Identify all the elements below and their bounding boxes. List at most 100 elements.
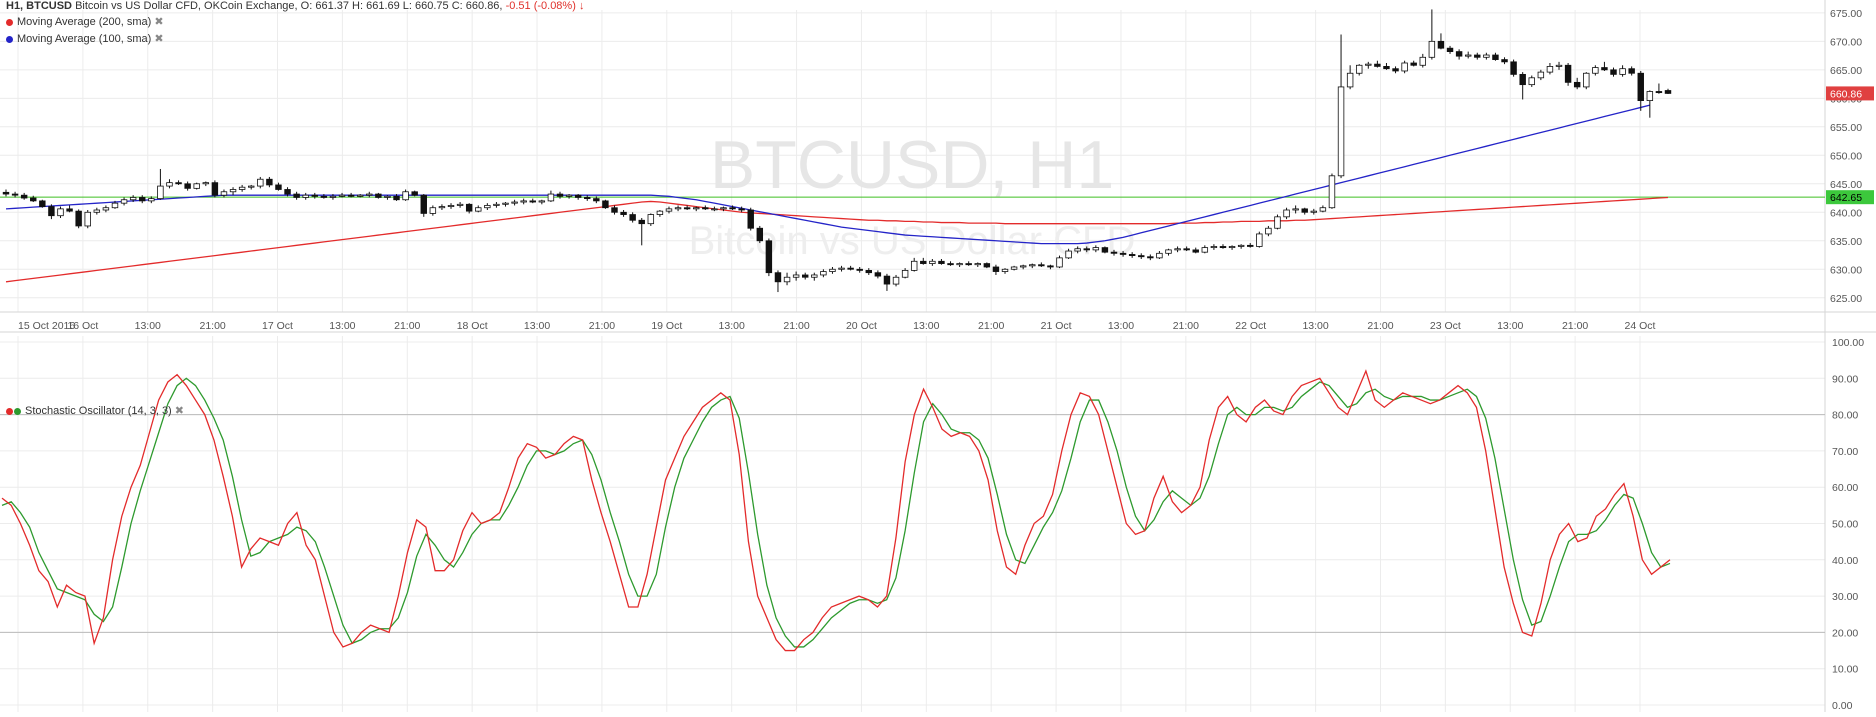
candle-body bbox=[1592, 67, 1599, 74]
candle-body bbox=[511, 201, 518, 204]
legend-stochastic-label: Stochastic Oscillator (14, 3, 3) bbox=[25, 405, 172, 417]
candle-body bbox=[1219, 246, 1227, 249]
candle-body bbox=[393, 195, 400, 201]
candle-body bbox=[620, 211, 627, 215]
candle-body bbox=[1274, 216, 1281, 229]
candle-body bbox=[574, 194, 582, 198]
candle-body bbox=[411, 191, 418, 196]
candle-body bbox=[229, 189, 237, 193]
candle-body bbox=[1501, 59, 1508, 63]
candle-body bbox=[66, 208, 73, 212]
candle-body bbox=[1074, 248, 1081, 252]
stoch-d-line bbox=[1, 377, 1671, 648]
stoch-tick-label: 30.00 bbox=[1832, 591, 1858, 603]
candle-body bbox=[1256, 233, 1263, 247]
candle-body bbox=[674, 207, 682, 210]
candle-body bbox=[847, 267, 854, 270]
candle-body bbox=[1455, 51, 1463, 57]
stoch-tick-label: 100.00 bbox=[1832, 337, 1864, 349]
candle-body bbox=[865, 270, 873, 274]
candle-body bbox=[1564, 64, 1572, 83]
green-dot-icon bbox=[14, 407, 21, 415]
price-tick-label: 655.00 bbox=[1830, 122, 1862, 134]
candle-body bbox=[157, 185, 164, 200]
candle-body bbox=[1619, 68, 1626, 75]
candle-body bbox=[1092, 247, 1100, 251]
candle-body bbox=[538, 200, 546, 203]
candle-body bbox=[820, 271, 827, 276]
price-tick-label: 665.00 bbox=[1830, 65, 1862, 77]
candle-body bbox=[1147, 256, 1154, 259]
candle-body bbox=[1401, 62, 1408, 72]
candle-body bbox=[1192, 249, 1199, 253]
candle-body bbox=[1228, 246, 1236, 249]
candle-body bbox=[938, 260, 945, 264]
candle-body bbox=[1138, 255, 1145, 258]
candle-body bbox=[565, 194, 573, 197]
candle-body bbox=[484, 205, 491, 209]
close-icon[interactable]: ✖ bbox=[154, 16, 164, 28]
candle-body bbox=[593, 198, 600, 202]
time-tick-label: 24 Oct bbox=[1625, 320, 1656, 332]
candle-body bbox=[874, 272, 882, 277]
candle-body bbox=[792, 274, 800, 278]
stoch-tick-label: 90.00 bbox=[1832, 373, 1858, 385]
candle-body bbox=[1201, 247, 1209, 253]
candle-body bbox=[801, 274, 809, 278]
candle-body bbox=[1210, 246, 1218, 249]
candle-body bbox=[1655, 91, 1663, 94]
candle-body bbox=[447, 205, 455, 207]
time-tick-label: 15 Oct 2016 bbox=[18, 320, 75, 332]
candle-body bbox=[302, 194, 309, 198]
candle-body bbox=[956, 263, 963, 266]
time-tick-label: 13:00 bbox=[913, 320, 939, 332]
candle-body bbox=[1519, 73, 1526, 86]
candle-body bbox=[202, 182, 210, 185]
time-tick-label: 21 Oct bbox=[1041, 320, 1072, 332]
candle-body bbox=[438, 206, 446, 209]
candle-body bbox=[57, 208, 64, 217]
candle-body bbox=[220, 191, 228, 196]
candle-body bbox=[910, 260, 918, 271]
price-tick-label: 650.00 bbox=[1830, 150, 1862, 162]
candle-body bbox=[656, 210, 664, 215]
time-tick-label: 13:00 bbox=[719, 320, 745, 332]
candle-body bbox=[93, 209, 101, 213]
candle-body bbox=[811, 274, 818, 278]
ohlc-readout: O: 661.37 H: 661.69 L: 660.75 C: 660.86, bbox=[300, 0, 503, 12]
candle-body bbox=[39, 200, 46, 207]
close-icon[interactable]: ✖ bbox=[154, 33, 164, 45]
legend-ma200[interactable]: Moving Average (200, sma) ✖ bbox=[6, 15, 164, 28]
candle-body bbox=[356, 194, 364, 197]
candle-body bbox=[1374, 63, 1381, 67]
candle-body bbox=[30, 197, 37, 202]
stoch-tick-label: 10.00 bbox=[1832, 664, 1858, 676]
candle-body bbox=[920, 260, 927, 264]
time-tick-label: 22 Oct bbox=[1235, 320, 1266, 332]
candle-body bbox=[1101, 247, 1109, 253]
stoch-tick-label: 0.00 bbox=[1832, 700, 1853, 712]
candle-body bbox=[1546, 66, 1554, 73]
candle-body bbox=[1664, 90, 1672, 94]
candle-body bbox=[1165, 249, 1172, 254]
candle-body bbox=[547, 193, 555, 202]
candle-body bbox=[148, 198, 155, 202]
legend-stochastic[interactable]: Stochastic Oscillator (14, 3, 3) ✖ bbox=[6, 404, 184, 417]
candle-body bbox=[456, 203, 464, 206]
candle-body bbox=[584, 197, 591, 200]
candle-body bbox=[193, 183, 200, 189]
close-icon[interactable]: ✖ bbox=[174, 405, 184, 417]
candle-body bbox=[338, 194, 346, 197]
candle-body bbox=[184, 183, 191, 189]
candle-body bbox=[1283, 209, 1290, 218]
candle-body bbox=[48, 206, 55, 217]
time-tick-label: 21:00 bbox=[394, 320, 420, 332]
candle-body bbox=[992, 266, 1000, 272]
candle-body bbox=[1128, 254, 1136, 256]
legend-ma100[interactable]: Moving Average (100, sma) ✖ bbox=[6, 32, 164, 45]
candle-body bbox=[1237, 244, 1245, 247]
stoch-tick-label: 70.00 bbox=[1832, 446, 1858, 458]
candle-body bbox=[1010, 266, 1018, 270]
symbol-description: Bitcoin vs US Dollar CFD, OKCoin Exchang… bbox=[75, 0, 298, 12]
